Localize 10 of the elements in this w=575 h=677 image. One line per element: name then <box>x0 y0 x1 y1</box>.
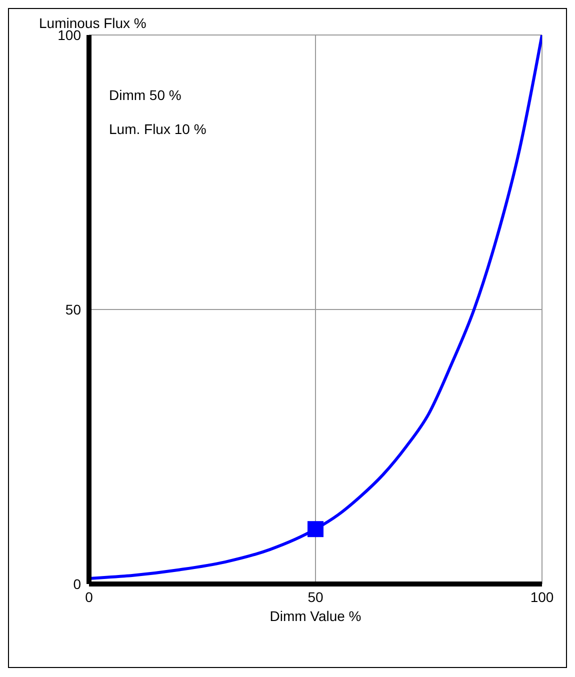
x-tick-label: 0 <box>85 588 94 605</box>
x-axis-title: Dimm Value % <box>270 608 362 624</box>
x-tick-label: 100 <box>530 588 554 605</box>
annotation: Dimm 50 % <box>109 87 182 103</box>
y-axis-title: Luminous Flux % <box>39 15 146 31</box>
y-tick-label: 0 <box>73 576 82 592</box>
x-tick-label: 50 <box>308 588 324 605</box>
y-tick-label: 50 <box>65 301 82 318</box>
annotation: Lum. Flux 10 % <box>109 121 206 137</box>
line-series <box>89 35 542 580</box>
